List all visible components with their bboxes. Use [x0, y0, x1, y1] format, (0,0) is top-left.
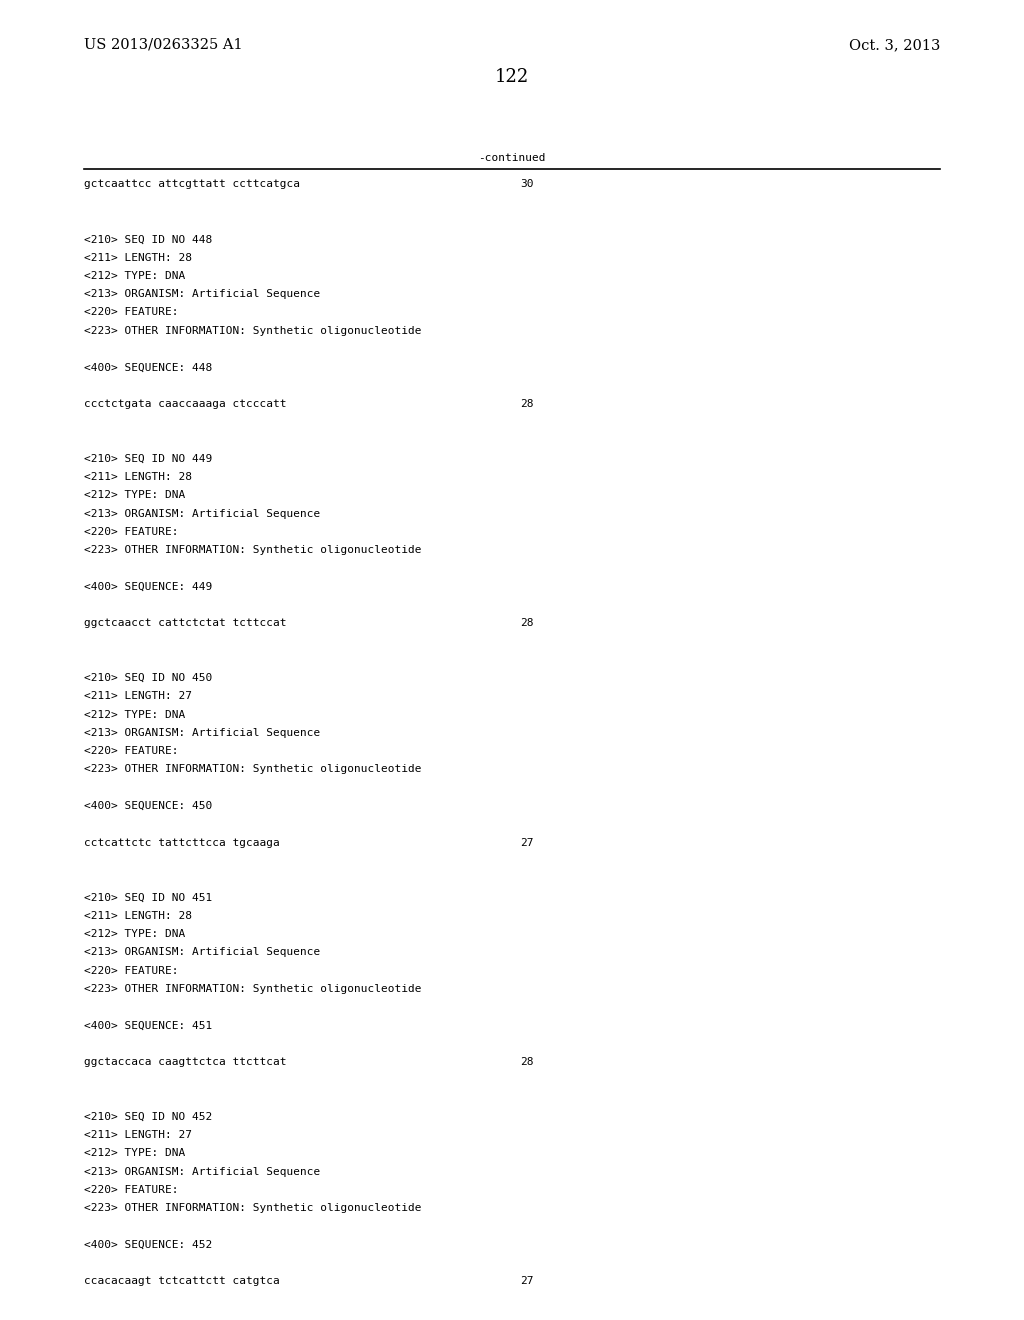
- Text: <211> LENGTH: 27: <211> LENGTH: 27: [84, 1130, 191, 1140]
- Text: <223> OTHER INFORMATION: Synthetic oligonucleotide: <223> OTHER INFORMATION: Synthetic oligo…: [84, 983, 422, 994]
- Text: <212> TYPE: DNA: <212> TYPE: DNA: [84, 1148, 185, 1159]
- Text: <212> TYPE: DNA: <212> TYPE: DNA: [84, 490, 185, 500]
- Text: <213> ORGANISM: Artificial Sequence: <213> ORGANISM: Artificial Sequence: [84, 289, 321, 300]
- Text: 28: 28: [520, 618, 534, 628]
- Text: <210> SEQ ID NO 449: <210> SEQ ID NO 449: [84, 454, 212, 463]
- Text: ccctctgata caaccaaaga ctcccatt: ccctctgata caaccaaaga ctcccatt: [84, 399, 287, 409]
- Text: <212> TYPE: DNA: <212> TYPE: DNA: [84, 929, 185, 939]
- Text: <400> SEQUENCE: 448: <400> SEQUENCE: 448: [84, 362, 212, 372]
- Text: <210> SEQ ID NO 448: <210> SEQ ID NO 448: [84, 234, 212, 244]
- Text: <223> OTHER INFORMATION: Synthetic oligonucleotide: <223> OTHER INFORMATION: Synthetic oligo…: [84, 764, 422, 775]
- Text: <400> SEQUENCE: 450: <400> SEQUENCE: 450: [84, 801, 212, 810]
- Text: <210> SEQ ID NO 451: <210> SEQ ID NO 451: [84, 892, 212, 903]
- Text: <212> TYPE: DNA: <212> TYPE: DNA: [84, 710, 185, 719]
- Text: 28: 28: [520, 1057, 534, 1067]
- Text: <220> FEATURE:: <220> FEATURE:: [84, 308, 178, 317]
- Text: <220> FEATURE:: <220> FEATURE:: [84, 527, 178, 537]
- Text: <220> FEATURE:: <220> FEATURE:: [84, 965, 178, 975]
- Text: <211> LENGTH: 27: <211> LENGTH: 27: [84, 692, 191, 701]
- Text: <220> FEATURE:: <220> FEATURE:: [84, 746, 178, 756]
- Text: 30: 30: [520, 180, 534, 190]
- Text: <210> SEQ ID NO 450: <210> SEQ ID NO 450: [84, 673, 212, 682]
- Text: 28: 28: [520, 399, 534, 409]
- Text: <220> FEATURE:: <220> FEATURE:: [84, 1185, 178, 1195]
- Text: <213> ORGANISM: Artificial Sequence: <213> ORGANISM: Artificial Sequence: [84, 727, 321, 738]
- Text: <213> ORGANISM: Artificial Sequence: <213> ORGANISM: Artificial Sequence: [84, 948, 321, 957]
- Text: <223> OTHER INFORMATION: Synthetic oligonucleotide: <223> OTHER INFORMATION: Synthetic oligo…: [84, 326, 422, 335]
- Text: <211> LENGTH: 28: <211> LENGTH: 28: [84, 473, 191, 482]
- Text: <400> SEQUENCE: 451: <400> SEQUENCE: 451: [84, 1020, 212, 1031]
- Text: <223> OTHER INFORMATION: Synthetic oligonucleotide: <223> OTHER INFORMATION: Synthetic oligo…: [84, 1204, 422, 1213]
- Text: <211> LENGTH: 28: <211> LENGTH: 28: [84, 911, 191, 921]
- Text: <400> SEQUENCE: 449: <400> SEQUENCE: 449: [84, 582, 212, 591]
- Text: <223> OTHER INFORMATION: Synthetic oligonucleotide: <223> OTHER INFORMATION: Synthetic oligo…: [84, 545, 422, 556]
- Text: gctcaattcc attcgttatt ccttcatgca: gctcaattcc attcgttatt ccttcatgca: [84, 180, 300, 190]
- Text: ccacacaagt tctcattctt catgtca: ccacacaagt tctcattctt catgtca: [84, 1276, 280, 1287]
- Text: <213> ORGANISM: Artificial Sequence: <213> ORGANISM: Artificial Sequence: [84, 1167, 321, 1176]
- Text: 122: 122: [495, 67, 529, 86]
- Text: Oct. 3, 2013: Oct. 3, 2013: [849, 38, 940, 51]
- Text: ggctaccaca caagttctca ttcttcat: ggctaccaca caagttctca ttcttcat: [84, 1057, 287, 1067]
- Text: <210> SEQ ID NO 452: <210> SEQ ID NO 452: [84, 1111, 212, 1122]
- Text: cctcattctc tattcttcca tgcaaga: cctcattctc tattcttcca tgcaaga: [84, 838, 280, 847]
- Text: <212> TYPE: DNA: <212> TYPE: DNA: [84, 271, 185, 281]
- Text: 27: 27: [520, 838, 534, 847]
- Text: <213> ORGANISM: Artificial Sequence: <213> ORGANISM: Artificial Sequence: [84, 508, 321, 519]
- Text: 27: 27: [520, 1276, 534, 1287]
- Text: ggctcaacct cattctctat tcttccat: ggctcaacct cattctctat tcttccat: [84, 618, 287, 628]
- Text: <400> SEQUENCE: 452: <400> SEQUENCE: 452: [84, 1239, 212, 1250]
- Text: <211> LENGTH: 28: <211> LENGTH: 28: [84, 252, 191, 263]
- Text: -continued: -continued: [478, 153, 546, 164]
- Text: US 2013/0263325 A1: US 2013/0263325 A1: [84, 38, 243, 51]
